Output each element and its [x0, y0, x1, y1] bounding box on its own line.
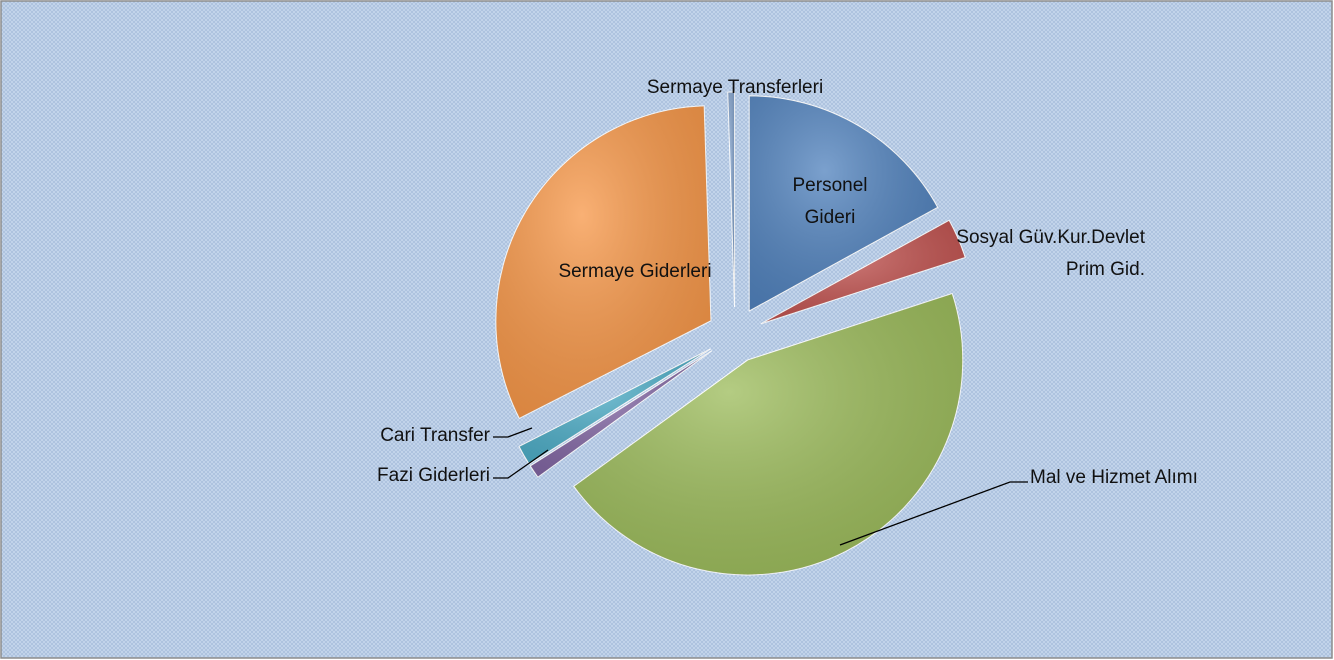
leader-line [839, 481, 1028, 546]
slice-label: Sosyal Güv.Kur.Devlet Prim Gid. [956, 227, 1145, 280]
slice-label: Mal ve Hizmet Alımı [1030, 467, 1198, 488]
leader-line [493, 449, 549, 479]
slice-label: Cari Transfer [380, 425, 490, 446]
slice-label: Sermaye Giderleri [558, 261, 712, 282]
slice-label: Personel Gideri [792, 175, 868, 228]
slice-label: Sermaye Transferleri [646, 77, 824, 98]
slice-label: Fazi Giderleri [377, 465, 490, 486]
leader-line [493, 427, 533, 438]
